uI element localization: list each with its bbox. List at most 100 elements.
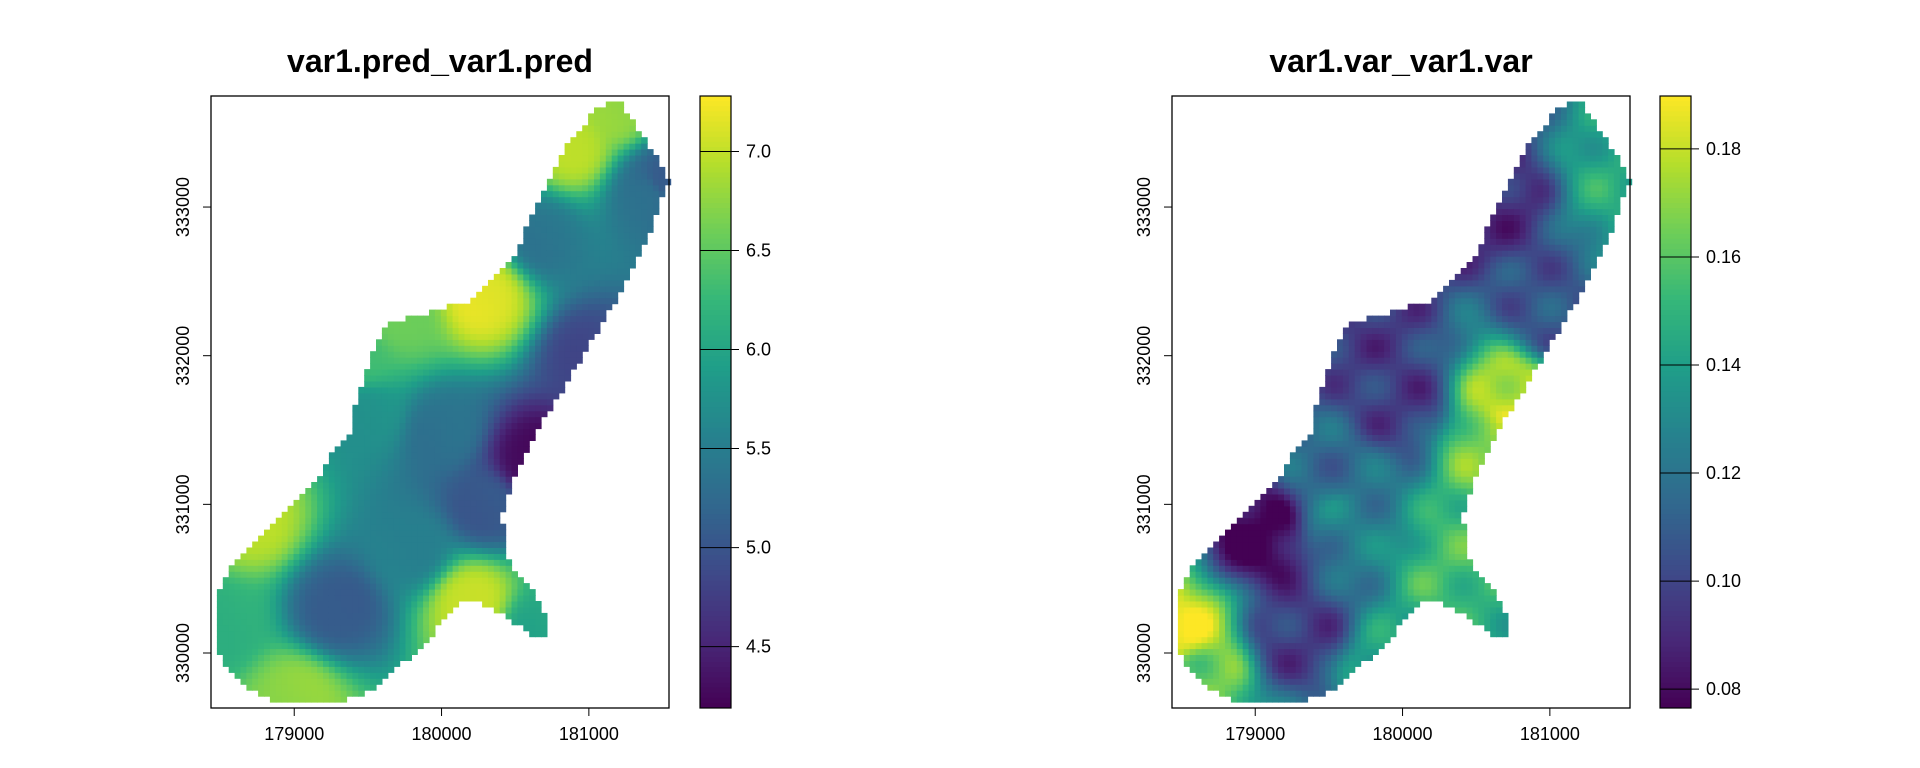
raster-cell xyxy=(381,612,389,620)
raster-cell xyxy=(1295,446,1303,453)
raster-cell xyxy=(1313,434,1320,441)
raster-cell xyxy=(281,630,289,638)
raster-cell xyxy=(482,404,489,412)
colorbar-swatch xyxy=(700,565,731,571)
raster-cell xyxy=(370,589,377,596)
raster-cell xyxy=(1407,589,1415,596)
raster-cell xyxy=(434,493,442,501)
raster-cell xyxy=(340,529,348,537)
raster-cell xyxy=(493,476,501,483)
raster-cell xyxy=(1331,452,1338,459)
raster-cell xyxy=(1219,583,1226,590)
raster-cell xyxy=(605,291,613,299)
raster-cell xyxy=(1366,321,1373,328)
raster-cell xyxy=(1230,606,1238,614)
raster-cell xyxy=(364,404,371,412)
raster-cell xyxy=(376,583,383,590)
raster-cell xyxy=(411,351,418,358)
raster-cell xyxy=(570,268,577,275)
raster-cell xyxy=(387,559,395,566)
raster-cell xyxy=(493,541,501,548)
raster-cell xyxy=(594,321,601,328)
raster-cell xyxy=(434,565,442,572)
raster-cell xyxy=(1272,488,1279,495)
colorbar-swatch xyxy=(700,192,731,199)
raster-cell xyxy=(269,559,277,566)
raster-cell xyxy=(564,375,572,382)
raster-cell xyxy=(1325,470,1332,477)
raster-cell xyxy=(311,511,318,519)
raster-cell xyxy=(576,244,583,251)
raster-cell xyxy=(605,149,613,156)
raster-cell xyxy=(264,535,271,543)
raster-cell xyxy=(529,309,536,317)
raster-cell xyxy=(470,434,477,441)
raster-cell xyxy=(517,577,524,584)
raster-cell xyxy=(605,143,613,150)
raster-cell xyxy=(399,505,407,513)
raster-cell xyxy=(376,523,383,531)
raster-cell xyxy=(1319,482,1326,489)
raster-cell xyxy=(405,606,412,614)
raster-cell xyxy=(346,434,353,441)
raster-cell xyxy=(287,505,295,513)
raster-cell xyxy=(429,583,436,590)
raster-cell xyxy=(523,583,530,590)
raster-cell xyxy=(517,291,524,299)
raster-cell xyxy=(594,268,601,275)
raster-cell xyxy=(1230,589,1238,596)
raster-cell xyxy=(482,493,489,501)
raster-cell xyxy=(493,273,501,281)
raster-cell xyxy=(1313,493,1320,501)
raster-cell xyxy=(546,238,554,245)
raster-cell xyxy=(1325,601,1332,608)
raster-cell xyxy=(1425,428,1432,435)
raster-cell xyxy=(476,541,483,548)
raster-cell xyxy=(234,583,242,590)
raster-cell xyxy=(523,309,530,317)
raster-cell xyxy=(364,470,371,477)
raster-cell xyxy=(1278,601,1285,608)
raster-cell xyxy=(452,428,460,435)
raster-cell xyxy=(434,410,442,418)
raster-cell xyxy=(399,416,407,424)
raster-cell xyxy=(1260,612,1267,620)
raster-cell xyxy=(1307,482,1314,489)
raster-cell xyxy=(564,220,572,227)
raster-cell xyxy=(1260,606,1267,614)
raster-cell xyxy=(264,541,271,548)
raster-cell xyxy=(535,321,542,328)
raster-cell xyxy=(611,291,619,299)
raster-cell xyxy=(264,595,271,602)
raster-cell xyxy=(658,166,666,174)
raster-cell xyxy=(376,434,383,441)
raster-cell xyxy=(240,612,247,620)
raster-cell xyxy=(370,499,377,507)
raster-cell xyxy=(523,232,530,239)
raster-cell xyxy=(1242,523,1250,531)
raster-cell xyxy=(1348,398,1356,406)
raster-cell xyxy=(1183,648,1191,655)
raster-cell xyxy=(1419,381,1426,388)
raster-cell xyxy=(552,273,560,281)
raster-cell xyxy=(381,464,389,471)
raster-cell xyxy=(305,553,312,560)
raster-cell xyxy=(635,161,642,168)
raster-cell xyxy=(1295,452,1303,459)
raster-cell xyxy=(1331,458,1338,465)
raster-cell xyxy=(1230,684,1238,691)
raster-cell xyxy=(576,232,583,239)
raster-cell xyxy=(323,612,330,620)
raster-cell xyxy=(258,606,265,614)
raster-cell xyxy=(317,523,324,531)
colorbar-tick-label: 7.0 xyxy=(746,141,771,161)
raster-cell xyxy=(376,464,383,471)
raster-cell xyxy=(376,398,383,406)
raster-cell xyxy=(246,666,253,673)
raster-cell xyxy=(599,220,607,227)
raster-cell xyxy=(340,440,348,447)
raster-cell xyxy=(440,375,448,382)
colorbar-swatch xyxy=(700,539,731,546)
raster-cell xyxy=(1230,541,1238,548)
raster-cell xyxy=(629,256,636,263)
